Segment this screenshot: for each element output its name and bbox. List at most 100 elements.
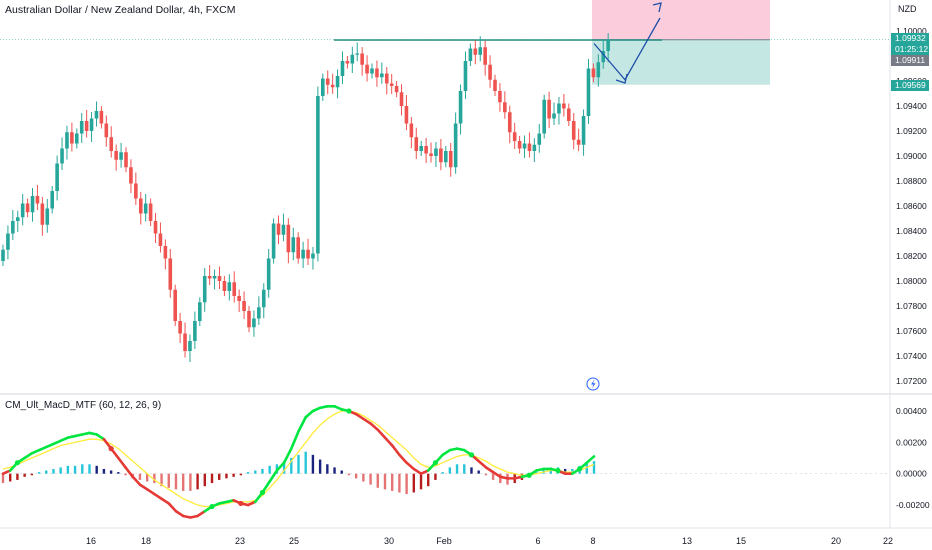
candle-body[interactable] <box>606 39 610 51</box>
macd-histogram-bar[interactable] <box>542 468 545 474</box>
candle-body[interactable] <box>384 73 389 84</box>
candle-body[interactable] <box>60 148 64 164</box>
macd-histogram-bar[interactable] <box>354 473 358 479</box>
candle-body[interactable] <box>188 341 192 351</box>
candle-body[interactable] <box>178 321 182 334</box>
macd-histogram-bar[interactable] <box>88 464 91 474</box>
candle-body[interactable] <box>453 123 458 168</box>
candle-body[interactable] <box>99 111 104 124</box>
candle-body[interactable] <box>552 113 556 119</box>
macd-cross-dot[interactable] <box>576 466 583 472</box>
macd-histogram-bar[interactable] <box>52 468 55 474</box>
candle-body[interactable] <box>75 133 79 144</box>
macd-histogram-bar[interactable] <box>398 473 401 493</box>
candle-body[interactable] <box>429 153 433 157</box>
macd-histogram-bar[interactable] <box>153 473 156 484</box>
candle-body[interactable] <box>503 102 507 113</box>
macd-histogram-bar[interactable] <box>477 470 480 474</box>
macd-histogram-bar[interactable] <box>434 473 437 480</box>
candle-body[interactable] <box>129 167 133 184</box>
macd-histogram-bar[interactable] <box>318 459 322 474</box>
macd-line-segment[interactable] <box>124 466 135 479</box>
macd-histogram-bar[interactable] <box>463 464 466 474</box>
candle-body[interactable] <box>542 99 546 134</box>
candle-body[interactable] <box>217 276 222 281</box>
macd-line-segment[interactable] <box>441 448 452 457</box>
candle-body[interactable] <box>207 276 212 279</box>
candle-body[interactable] <box>30 196 35 213</box>
candle-body[interactable] <box>571 121 576 140</box>
candle-body[interactable] <box>370 68 374 74</box>
macd-line-segment[interactable] <box>412 467 423 475</box>
macd-cross-dot[interactable] <box>526 472 532 478</box>
macd-histogram-bar[interactable] <box>254 470 257 474</box>
candle-body[interactable] <box>247 311 251 328</box>
candle-body[interactable] <box>65 132 69 149</box>
macd-line-segment[interactable] <box>174 509 185 518</box>
candle-body[interactable] <box>340 61 345 76</box>
candle-body[interactable] <box>237 296 241 301</box>
macd-histogram-bar[interactable] <box>470 467 473 474</box>
macd-line-segment[interactable] <box>246 500 257 507</box>
candle-body[interactable] <box>257 307 261 319</box>
candle-body[interactable] <box>79 121 84 134</box>
macd-line-segment[interactable] <box>117 456 127 469</box>
target-zone[interactable] <box>592 0 770 40</box>
candle-body[interactable] <box>227 282 232 291</box>
macd-histogram-bar[interactable] <box>448 467 452 474</box>
macd-line-segment[interactable] <box>59 436 70 443</box>
macd-line-segment[interactable] <box>160 497 171 505</box>
macd-line-segment[interactable] <box>153 492 163 501</box>
macd-histogram-bar[interactable] <box>347 473 351 476</box>
macd-line-segment[interactable] <box>52 439 62 446</box>
candle-body[interactable] <box>409 123 414 138</box>
candle-body[interactable] <box>527 143 532 152</box>
candle-body[interactable] <box>94 111 99 119</box>
candle-body[interactable] <box>375 68 379 78</box>
candle-body[interactable] <box>276 223 281 235</box>
candle-body[interactable] <box>266 258 271 290</box>
candle-body[interactable] <box>478 47 483 55</box>
candle-body[interactable] <box>468 48 473 62</box>
candle-body[interactable] <box>517 141 522 149</box>
candle-body[interactable] <box>507 112 512 133</box>
stop-zone[interactable] <box>592 39 770 85</box>
candle-body[interactable] <box>547 99 551 119</box>
candle-body[interactable] <box>325 78 330 85</box>
macd-histogram-bar[interactable] <box>124 473 127 476</box>
macd-line-segment[interactable] <box>44 442 55 449</box>
macd-histogram-bar[interactable] <box>203 473 207 487</box>
candle-body[interactable] <box>138 198 143 214</box>
candle-body[interactable] <box>242 301 246 311</box>
candle-body[interactable] <box>40 203 45 225</box>
candle-body[interactable] <box>15 217 20 221</box>
candle-body[interactable] <box>493 79 497 91</box>
macd-line-segment[interactable] <box>376 428 387 439</box>
macd-line-segment[interactable] <box>585 455 596 465</box>
macd-line-segment[interactable] <box>390 444 401 457</box>
macd-histogram-bar[interactable] <box>455 464 459 474</box>
macd-histogram-bar[interactable] <box>45 470 48 474</box>
macd-line-segment[interactable] <box>196 509 207 518</box>
macd-histogram-bar[interactable] <box>117 472 120 474</box>
candle-body[interactable] <box>350 54 355 64</box>
macd-line-segment[interactable] <box>477 459 488 469</box>
candle-body[interactable] <box>222 281 227 291</box>
candle-body[interactable] <box>522 143 527 149</box>
candle-body[interactable] <box>183 333 187 352</box>
candle-body[interactable] <box>581 116 586 145</box>
candle-body[interactable] <box>601 51 606 63</box>
macd-histogram-bar[interactable] <box>412 473 416 493</box>
macd-histogram-bar[interactable] <box>261 468 264 474</box>
candle-body[interactable] <box>512 132 517 141</box>
macd-histogram-bar[interactable] <box>563 468 567 474</box>
macd-histogram-bar[interactable] <box>181 473 185 491</box>
macd-line-segment[interactable] <box>311 406 322 413</box>
macd-histogram-bar[interactable] <box>138 473 142 480</box>
price-label-secondary-box[interactable] <box>891 55 929 66</box>
macd-histogram-bar[interactable] <box>362 473 365 482</box>
candle-body[interactable] <box>488 64 492 80</box>
macd-histogram-bar[interactable] <box>246 472 250 474</box>
candle-body[interactable] <box>158 233 163 247</box>
macd-cross-dot[interactable] <box>238 500 244 507</box>
